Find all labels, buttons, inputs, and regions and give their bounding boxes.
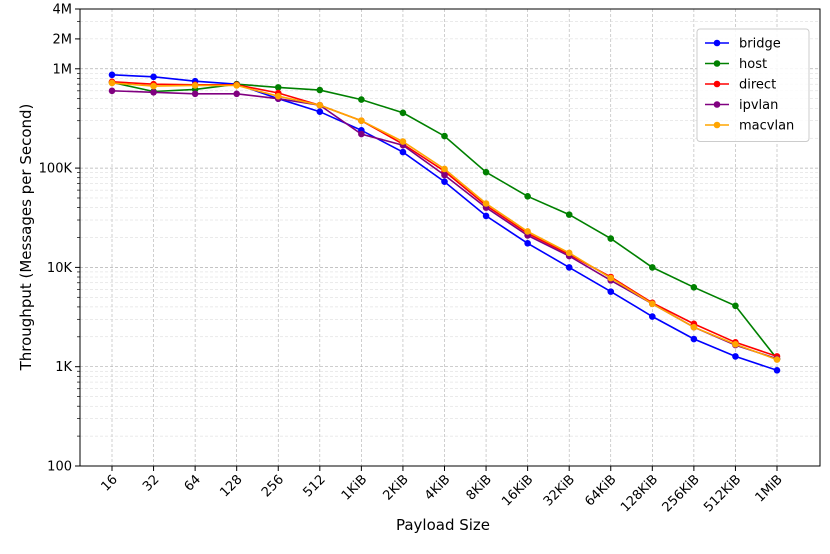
series-macvlan xyxy=(108,79,781,363)
y-tick-label: 2M xyxy=(53,32,73,47)
legend-item-macvlan: macvlan xyxy=(705,119,794,134)
x-axis-title: Payload Size xyxy=(396,516,490,534)
data-point-bridge xyxy=(649,313,656,320)
data-point-bridge xyxy=(150,73,157,81)
legend-swatch-marker xyxy=(713,60,721,67)
data-point-bridge xyxy=(108,71,116,79)
x-tick-label: 32 xyxy=(140,472,162,494)
data-point-host xyxy=(565,211,573,218)
x-tick-label: 32KiB xyxy=(541,472,578,509)
data-point-host xyxy=(316,86,324,94)
legend-item-ipvlan: ipvlan xyxy=(705,98,778,113)
data-point-bridge xyxy=(773,366,781,374)
x-tick-label: 512KiB xyxy=(701,472,744,515)
data-point-macvlan xyxy=(233,82,240,89)
x-tick-label: 16KiB xyxy=(499,472,536,509)
data-point-host xyxy=(607,235,615,242)
data-point-ipvlan xyxy=(358,130,365,138)
data-point-host xyxy=(690,284,698,291)
legend-item-bridge: bridge xyxy=(705,37,781,52)
y-tick-label: 4M xyxy=(53,3,73,18)
data-point-bridge xyxy=(316,108,324,115)
data-point-host xyxy=(399,109,407,117)
series-layer xyxy=(108,71,781,374)
x-tick-label: 8KiB xyxy=(464,472,495,503)
legend-label: host xyxy=(739,57,767,72)
data-point-ipvlan xyxy=(233,90,240,98)
x-tick-label: 16 xyxy=(99,472,121,494)
data-point-host xyxy=(649,264,656,271)
data-point-bridge xyxy=(482,212,490,220)
y-tick-label: 1K xyxy=(55,360,72,375)
data-point-macvlan xyxy=(690,323,698,331)
legend-label: direct xyxy=(739,78,776,93)
data-point-macvlan xyxy=(108,79,116,87)
x-tick-label: 4KiB xyxy=(422,472,453,503)
data-point-ipvlan xyxy=(150,88,157,96)
data-point-host xyxy=(482,168,490,176)
legend-label: macvlan xyxy=(739,119,794,134)
data-point-bridge xyxy=(524,239,531,247)
x-tick-label: 128 xyxy=(217,472,245,500)
x-tick-label: 128KiB xyxy=(618,472,661,515)
data-point-ipvlan xyxy=(108,87,116,95)
x-tick-label: 64 xyxy=(182,472,204,494)
data-point-host xyxy=(732,302,739,310)
data-point-bridge xyxy=(690,335,698,343)
data-point-macvlan xyxy=(358,117,365,125)
x-tick-label: 512 xyxy=(300,472,328,500)
data-point-macvlan xyxy=(316,101,324,109)
legend-swatch-marker xyxy=(713,80,721,88)
data-point-macvlan xyxy=(399,138,407,145)
data-point-macvlan xyxy=(274,92,282,100)
y-tick-label: 10K xyxy=(47,261,73,276)
data-point-macvlan xyxy=(150,82,157,90)
data-point-ipvlan xyxy=(191,90,199,98)
legend-box xyxy=(696,28,810,142)
data-point-host xyxy=(358,96,365,103)
x-tick-label: 256KiB xyxy=(660,472,703,515)
y-tick-label: 100K xyxy=(39,162,73,177)
x-tick-label: 2KiB xyxy=(380,472,411,503)
legend-label: ipvlan xyxy=(739,98,778,113)
x-tick-label: 1KiB xyxy=(339,472,370,503)
data-point-host xyxy=(274,84,282,91)
data-point-bridge xyxy=(732,353,739,360)
y-axis-ticks: 100 1K 10K 100K 1M 2M 4M xyxy=(39,3,80,475)
data-point-macvlan xyxy=(607,274,615,282)
data-point-bridge xyxy=(565,264,573,271)
y-tick-label: 100 xyxy=(47,460,72,475)
data-point-macvlan xyxy=(482,200,490,207)
data-point-ipvlan xyxy=(441,171,448,179)
y-tick-label: 1M xyxy=(53,62,73,77)
data-point-macvlan xyxy=(649,300,656,308)
data-point-bridge xyxy=(441,178,448,185)
x-tick-label: 256 xyxy=(259,472,287,500)
x-axis-ticks: 16 32 64 128 256 512 1KiB 2KiB 4KiB 8KiB 16KiB 32Ki… xyxy=(99,466,786,515)
data-point-macvlan xyxy=(524,228,531,235)
data-point-macvlan xyxy=(732,341,739,348)
data-point-macvlan xyxy=(441,165,448,173)
legend: bridge host direct ipvlan macvlan xyxy=(696,28,810,142)
data-point-macvlan xyxy=(565,249,573,257)
legend-item-direct: direct xyxy=(705,78,776,93)
data-point-macvlan xyxy=(773,356,781,363)
data-point-bridge xyxy=(399,148,407,156)
legend-swatch-marker xyxy=(713,121,721,129)
legend-swatch-marker xyxy=(713,101,721,108)
data-point-host xyxy=(441,132,448,140)
x-tick-label: 1MiB xyxy=(753,472,786,505)
x-tick-label: 64KiB xyxy=(582,472,619,509)
y-axis-title: Throughput (Messages per Second) xyxy=(17,104,35,372)
data-point-host xyxy=(524,192,531,200)
data-point-bridge xyxy=(607,288,615,295)
legend-item-host: host xyxy=(705,57,767,72)
data-point-macvlan xyxy=(191,82,199,89)
legend-swatch-marker xyxy=(713,39,721,47)
legend-label: bridge xyxy=(739,37,781,52)
